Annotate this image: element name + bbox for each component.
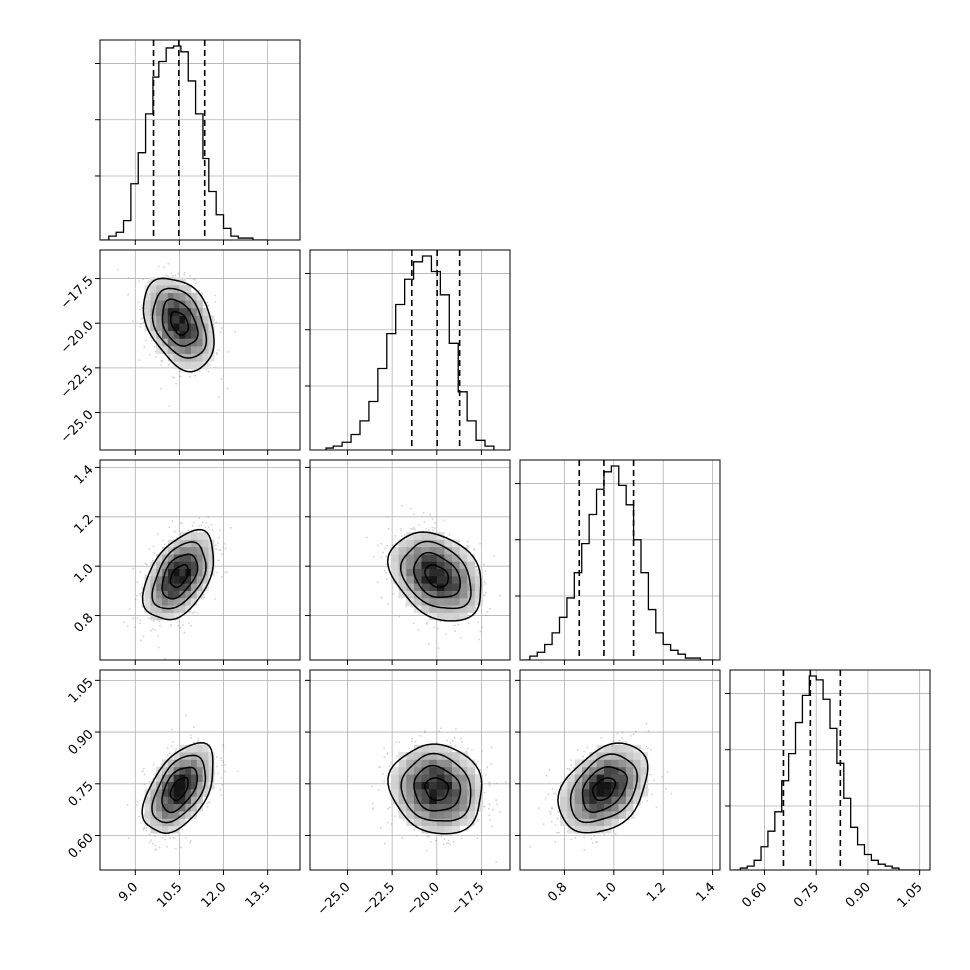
contour-line xyxy=(161,298,199,347)
panel-frame xyxy=(99,459,301,661)
contour-line xyxy=(413,551,461,599)
x-tick-label: 0.60 xyxy=(739,880,770,911)
contour-line xyxy=(569,753,638,824)
x-tick-label: 1.2 xyxy=(644,880,669,905)
contour-line xyxy=(141,528,215,621)
panel-frame xyxy=(99,39,301,241)
panel-frame xyxy=(519,669,721,871)
y-tick-label: 0.75 xyxy=(66,779,97,810)
y-tick-label: 0.60 xyxy=(66,831,97,862)
density-cells xyxy=(144,532,215,621)
contour-line xyxy=(141,741,214,834)
y-tick-label: −22.5 xyxy=(58,363,97,402)
scatter-panel-2-0: 0.8 1.0 1.2 1.4 xyxy=(71,459,301,665)
panel-frame xyxy=(309,249,511,451)
histogram-line xyxy=(522,465,716,660)
x-tick-label: 1.4 xyxy=(693,880,718,905)
contour-line xyxy=(151,754,207,824)
panel-frame xyxy=(519,459,721,661)
x-tick-label: 1.05 xyxy=(895,880,926,911)
y-tick-label: −20.0 xyxy=(58,318,97,357)
x-tick-label: 0.8 xyxy=(545,880,570,905)
contour-line xyxy=(161,766,198,814)
scatter-panel-3-0: 9.0 10.5 12.0 13.5 0.60 0.75 0.90 1.05 xyxy=(66,669,301,911)
histogram-line xyxy=(325,255,495,450)
histogram-line xyxy=(733,675,920,870)
contour-line xyxy=(386,531,482,622)
y-tick-label: 1.4 xyxy=(71,462,96,487)
x-tick-label: 1.0 xyxy=(595,880,620,905)
x-tick-label: 0.75 xyxy=(791,880,822,911)
x-tick-label: −17.5 xyxy=(449,880,488,919)
contour-line xyxy=(151,287,208,359)
x-tick-label: 9.0 xyxy=(116,880,141,905)
y-tick-label: 1.2 xyxy=(71,512,96,537)
contour-line xyxy=(399,540,472,610)
contour-line xyxy=(413,764,462,812)
contour-line xyxy=(387,743,483,835)
contour-line xyxy=(151,541,207,610)
x-tick-label: 12.0 xyxy=(198,880,229,911)
panel-frame xyxy=(99,249,301,451)
contour-line xyxy=(557,742,649,834)
x-tick-label: −20.0 xyxy=(404,880,443,919)
panel-frame xyxy=(729,669,931,871)
contour-line xyxy=(591,777,617,802)
y-tick-label: 0.90 xyxy=(66,727,97,758)
x-tick-label: 0.90 xyxy=(843,880,874,911)
histogram-panel-2 xyxy=(515,459,721,665)
contour-line xyxy=(169,310,190,337)
panel-frame xyxy=(309,459,511,661)
y-tick-label: 1.05 xyxy=(66,675,97,706)
x-tick-label: −25.0 xyxy=(315,880,354,919)
x-tick-label: 13.5 xyxy=(243,880,274,911)
contour-line xyxy=(169,776,189,802)
histogram-panel-0 xyxy=(95,39,301,245)
x-tick-label: 10.5 xyxy=(154,880,185,911)
y-tick-label: −25.0 xyxy=(58,408,97,447)
contour-line xyxy=(424,777,450,802)
contour-line xyxy=(142,277,215,373)
contour-line xyxy=(581,766,628,813)
panel-frame xyxy=(309,669,511,871)
scatter-panel-2-1 xyxy=(305,459,511,665)
contour-line xyxy=(169,563,189,589)
y-tick-label: 0.8 xyxy=(71,611,96,636)
scatter-panel-3-2: 0.8 1.0 1.2 1.4 xyxy=(515,669,721,905)
contour-line xyxy=(424,564,449,588)
histogram-panel-3: 0.60 0.75 0.90 1.05 xyxy=(725,669,931,911)
y-tick-label: 1.0 xyxy=(71,561,96,586)
scatter-panel-3-1: −25.0 −22.5 −20.0 −17.5 xyxy=(305,669,511,919)
panel-frame xyxy=(99,669,301,871)
contour-line xyxy=(161,553,199,600)
y-tick-label: −17.5 xyxy=(58,274,97,313)
contour-line xyxy=(400,752,472,822)
histogram-line xyxy=(101,45,268,240)
histogram-panel-1 xyxy=(305,249,511,455)
scatter-panel-1-0: −25.0 −22.5 −20.0 −17.5 xyxy=(58,249,301,455)
x-tick-label: −22.5 xyxy=(359,880,398,919)
